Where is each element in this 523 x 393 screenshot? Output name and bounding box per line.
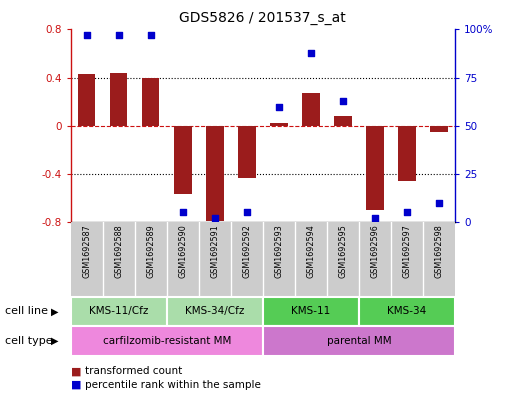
- Text: transformed count: transformed count: [85, 366, 183, 376]
- Text: carfilzomib-resistant MM: carfilzomib-resistant MM: [103, 336, 231, 346]
- Text: ■: ■: [71, 380, 81, 390]
- Bar: [270, 123, 288, 126]
- Text: percentile rank within the sample: percentile rank within the sample: [85, 380, 261, 390]
- Text: GSM1692590: GSM1692590: [178, 224, 187, 278]
- Text: ■: ■: [71, 366, 81, 376]
- Text: ▶: ▶: [51, 307, 59, 316]
- Bar: [206, 126, 223, 221]
- Bar: [238, 126, 256, 178]
- Point: [83, 32, 91, 39]
- Bar: [71, 297, 167, 326]
- Point: [435, 200, 443, 206]
- Point: [115, 32, 123, 39]
- Text: parental MM: parental MM: [326, 336, 391, 346]
- Text: KMS-34/Cfz: KMS-34/Cfz: [185, 307, 244, 316]
- Bar: [174, 126, 191, 195]
- Bar: [302, 93, 320, 126]
- Point: [403, 209, 411, 215]
- Text: ▶: ▶: [51, 336, 59, 346]
- Bar: [263, 297, 359, 326]
- Bar: [263, 326, 455, 356]
- Text: GSM1692591: GSM1692591: [210, 224, 219, 278]
- Point: [371, 215, 379, 221]
- Bar: [78, 74, 95, 126]
- Text: KMS-11/Cfz: KMS-11/Cfz: [89, 307, 149, 316]
- Point: [275, 103, 283, 110]
- Bar: [359, 297, 455, 326]
- Bar: [110, 73, 128, 126]
- Point: [339, 97, 347, 104]
- Text: GSM1692589: GSM1692589: [146, 224, 155, 278]
- Point: [243, 209, 251, 215]
- Text: KMS-34: KMS-34: [388, 307, 427, 316]
- Bar: [334, 116, 351, 126]
- Point: [178, 209, 187, 215]
- Text: GSM1692593: GSM1692593: [275, 224, 283, 278]
- Text: GDS5826 / 201537_s_at: GDS5826 / 201537_s_at: [179, 11, 346, 25]
- Text: GSM1692594: GSM1692594: [306, 224, 315, 278]
- Bar: [430, 126, 448, 132]
- Bar: [71, 326, 263, 356]
- Text: GSM1692592: GSM1692592: [242, 224, 251, 278]
- Text: cell line: cell line: [5, 307, 48, 316]
- Text: GSM1692598: GSM1692598: [435, 224, 444, 278]
- Text: GSM1692595: GSM1692595: [338, 224, 347, 278]
- Bar: [142, 77, 160, 126]
- Text: cell type: cell type: [5, 336, 53, 346]
- Point: [146, 32, 155, 39]
- Point: [306, 50, 315, 56]
- Point: [211, 215, 219, 221]
- Bar: [167, 297, 263, 326]
- Text: GSM1692597: GSM1692597: [403, 224, 412, 278]
- Bar: [398, 126, 416, 181]
- Text: GSM1692587: GSM1692587: [82, 224, 91, 278]
- Text: KMS-11: KMS-11: [291, 307, 331, 316]
- Text: GSM1692588: GSM1692588: [114, 224, 123, 278]
- Bar: [366, 126, 384, 210]
- Text: GSM1692596: GSM1692596: [370, 224, 379, 278]
